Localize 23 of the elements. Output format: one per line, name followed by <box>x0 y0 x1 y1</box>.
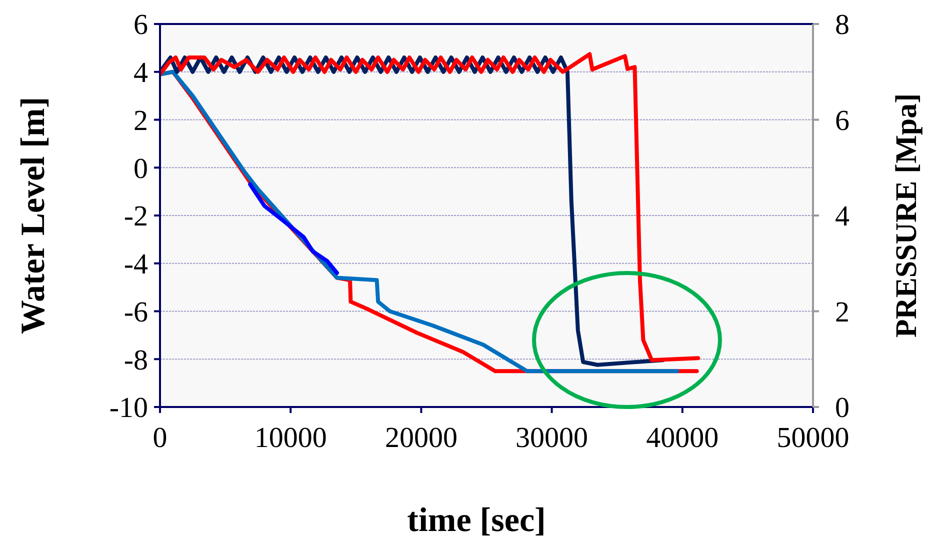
y-tick-label: -10 <box>109 392 148 424</box>
x-tick-label: 40000 <box>646 422 719 454</box>
y-tick-label: 6 <box>134 9 148 42</box>
x-tick-label: 30000 <box>516 422 588 454</box>
x-axis-title: time [sec] <box>407 502 546 539</box>
y-tick-label: -6 <box>124 296 148 328</box>
y2-axis-title: PRESSURE [Mpa] <box>890 93 923 338</box>
y-tick-label: 4 <box>134 57 148 90</box>
x-tick-label: 20000 <box>384 422 458 454</box>
x-tick-label: 50000 <box>776 422 850 454</box>
y-tick-label: -4 <box>124 248 148 281</box>
y-axis-title: Water Level [m] <box>15 96 52 334</box>
y2-tick-label: 4 <box>835 200 850 233</box>
y2-tick-label: 8 <box>835 9 850 42</box>
y-tick-label: -8 <box>124 344 148 376</box>
y-tick-label: 0 <box>134 152 148 185</box>
y2-tick-label: 0 <box>835 392 850 424</box>
y-tick-label: 2 <box>134 104 148 137</box>
line-series <box>248 182 339 275</box>
y2-tick-label: 2 <box>835 296 850 328</box>
x-tick-label: 10000 <box>254 422 327 454</box>
y2-tick-label: 6 <box>835 104 850 137</box>
y-tick-label: -2 <box>124 200 148 233</box>
